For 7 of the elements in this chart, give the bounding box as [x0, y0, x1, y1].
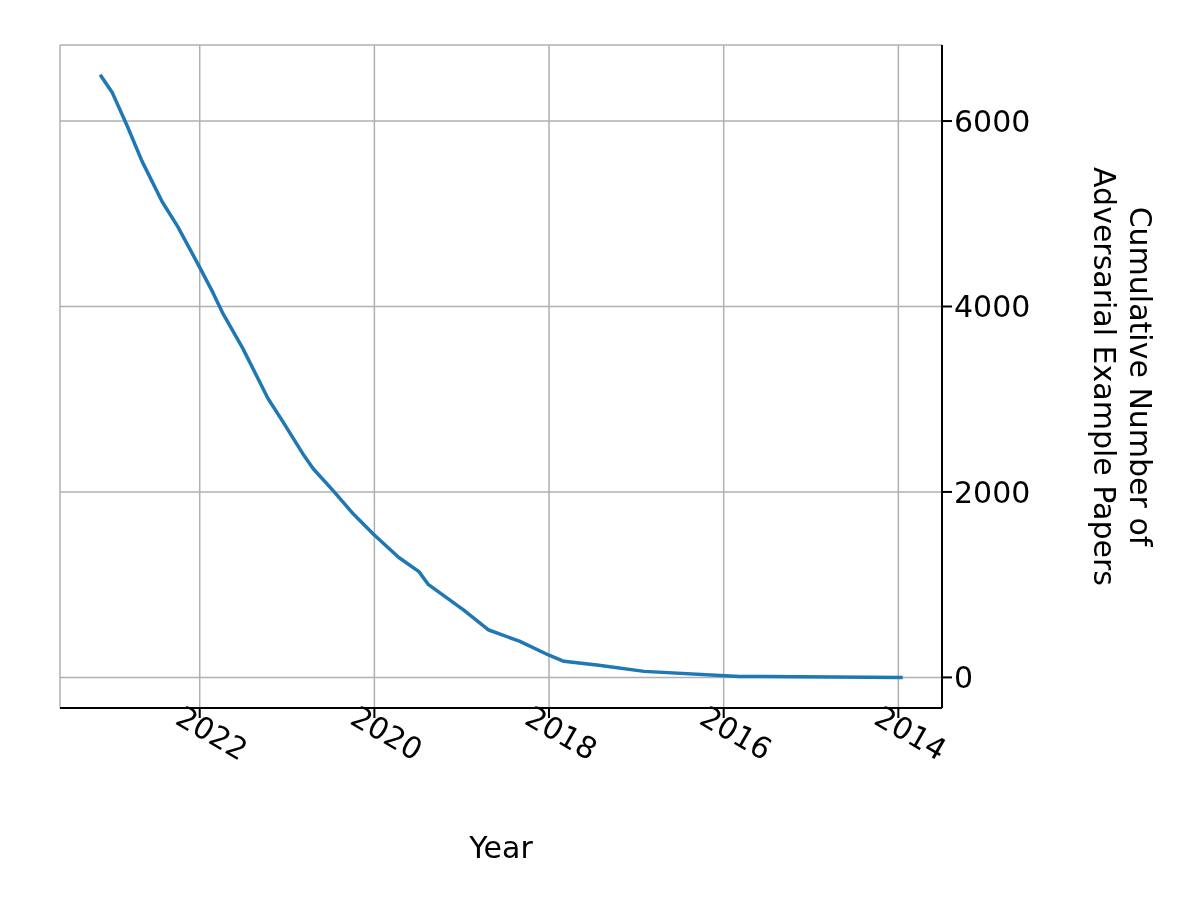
y-tick-label: 2000 — [954, 474, 1031, 510]
y-tick-label: 4000 — [954, 289, 1031, 325]
y-axis-title: Cumulative Number of Adversarial Example Papers — [1087, 167, 1158, 586]
x-axis-title: Year — [468, 830, 534, 865]
y-tick-label: 0 — [954, 660, 974, 696]
line-series — [98, 72, 905, 680]
y-tick-label: 6000 — [954, 103, 1031, 139]
